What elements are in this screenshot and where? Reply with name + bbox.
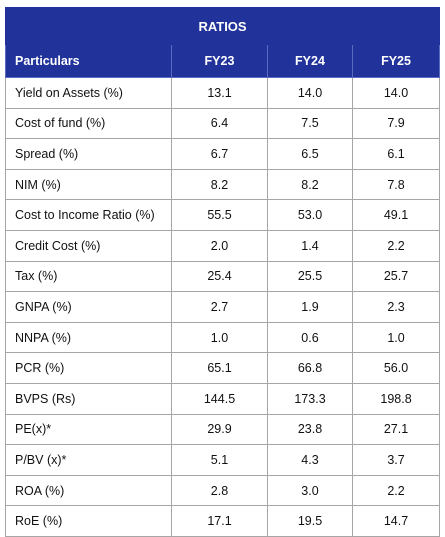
cell-fy24: 173.3 <box>267 382 353 415</box>
cell-fy25: 25.7 <box>351 260 441 293</box>
cell-fy25: 198.8 <box>351 382 441 415</box>
table-row: PE(x)* 29.9 23.8 27.1 <box>5 413 441 446</box>
table-title-row: RATIOS <box>4 7 441 45</box>
cell-fy24: 7.5 <box>267 107 353 140</box>
table-body: Yield on Assets (%) 13.1 14.0 14.0 Cost of f… <box>5 77 441 537</box>
row-label: RoE (%) <box>5 505 172 537</box>
cell-fy25: 7.9 <box>351 107 441 140</box>
cell-fy23: 2.8 <box>171 474 268 507</box>
cell-fy23: 144.5 <box>171 382 268 415</box>
table-row: Cost of fund (%) 6.4 7.5 7.9 <box>5 107 441 140</box>
table-row: Credit Cost (%) 2.0 1.4 2.2 <box>5 229 441 262</box>
table-row: NNPA (%) 1.0 0.6 1.0 <box>5 321 441 354</box>
table-row: NIM (%) 8.2 8.2 7.8 <box>5 168 441 201</box>
cell-fy23: 2.0 <box>171 229 268 262</box>
table-row: Tax (%) 25.4 25.5 25.7 <box>5 260 441 293</box>
cell-fy23: 2.7 <box>171 291 268 323</box>
row-label: Credit Cost (%) <box>5 229 172 262</box>
table-row: PCR (%) 65.1 66.8 56.0 <box>5 352 441 384</box>
table-row: ROA (%) 2.8 3.0 2.2 <box>5 474 441 507</box>
cell-fy25: 27.1 <box>351 413 441 446</box>
row-label: PE(x)* <box>5 413 172 446</box>
cell-fy25: 2.2 <box>351 229 441 262</box>
cell-fy23: 8.2 <box>171 168 268 201</box>
cell-fy23: 65.1 <box>171 352 268 384</box>
cell-fy25: 56.0 <box>351 352 441 384</box>
cell-fy25: 6.1 <box>351 138 441 170</box>
cell-fy24: 25.5 <box>267 260 353 293</box>
table-row: Cost to Income Ratio (%) 55.5 53.0 49.1 <box>5 199 441 231</box>
cell-fy23: 13.1 <box>171 77 268 109</box>
row-label: Cost to Income Ratio (%) <box>5 199 172 231</box>
ratios-table-container: RATIOS Particulars FY23 FY24 FY25 Yield … <box>4 7 441 537</box>
cell-fy24: 1.4 <box>267 229 353 262</box>
cell-fy24: 53.0 <box>267 199 353 231</box>
cell-fy25: 7.8 <box>351 168 441 201</box>
row-label: Yield on Assets (%) <box>5 77 172 109</box>
table-title: RATIOS <box>4 7 441 45</box>
row-label: PCR (%) <box>5 352 172 384</box>
table-row: Yield on Assets (%) 13.1 14.0 14.0 <box>5 77 441 109</box>
cell-fy25: 2.2 <box>351 474 441 507</box>
cell-fy23: 6.7 <box>171 138 268 170</box>
cell-fy23: 5.1 <box>171 444 268 476</box>
cell-fy23: 6.4 <box>171 107 268 140</box>
table-row: P/BV (x)* 5.1 4.3 3.7 <box>5 444 441 476</box>
row-label: Cost of fund (%) <box>5 107 172 140</box>
cell-fy25: 3.7 <box>351 444 441 476</box>
row-label: GNPA (%) <box>5 291 172 323</box>
cell-fy23: 29.9 <box>171 413 268 446</box>
cell-fy25: 49.1 <box>351 199 441 231</box>
cell-fy23: 17.1 <box>171 505 268 537</box>
ratios-table: RATIOS Particulars FY23 FY24 FY25 Yield … <box>4 7 441 537</box>
column-header-fy24: FY24 <box>267 44 353 78</box>
row-label: NNPA (%) <box>5 321 172 354</box>
row-label: NIM (%) <box>5 168 172 201</box>
table-row: RoE (%) 17.1 19.5 14.7 <box>5 505 441 537</box>
cell-fy25: 14.0 <box>351 77 441 109</box>
column-header-fy23: FY23 <box>171 44 268 78</box>
cell-fy25: 2.3 <box>351 291 441 323</box>
table-row: Spread (%) 6.7 6.5 6.1 <box>5 138 441 170</box>
cell-fy24: 23.8 <box>267 413 353 446</box>
cell-fy25: 1.0 <box>351 321 441 354</box>
row-label: Spread (%) <box>5 138 172 170</box>
row-label: ROA (%) <box>5 474 172 507</box>
cell-fy23: 25.4 <box>171 260 268 293</box>
cell-fy24: 1.9 <box>267 291 353 323</box>
cell-fy23: 55.5 <box>171 199 268 231</box>
cell-fy24: 4.3 <box>267 444 353 476</box>
cell-fy25: 14.7 <box>351 505 441 537</box>
cell-fy24: 6.5 <box>267 138 353 170</box>
column-header-row: Particulars FY23 FY24 FY25 <box>5 44 441 78</box>
table-row: BVPS (Rs) 144.5 173.3 198.8 <box>5 382 441 415</box>
row-label: P/BV (x)* <box>5 444 172 476</box>
table-row: GNPA (%) 2.7 1.9 2.3 <box>5 291 441 323</box>
cell-fy24: 3.0 <box>267 474 353 507</box>
cell-fy24: 66.8 <box>267 352 353 384</box>
row-label: Tax (%) <box>5 260 172 293</box>
row-label: BVPS (Rs) <box>5 382 172 415</box>
cell-fy24: 14.0 <box>267 77 353 109</box>
column-header-particulars: Particulars <box>5 44 172 78</box>
column-header-fy25: FY25 <box>351 44 441 78</box>
cell-fy24: 19.5 <box>267 505 353 537</box>
cell-fy23: 1.0 <box>171 321 268 354</box>
cell-fy24: 0.6 <box>267 321 353 354</box>
cell-fy24: 8.2 <box>267 168 353 201</box>
